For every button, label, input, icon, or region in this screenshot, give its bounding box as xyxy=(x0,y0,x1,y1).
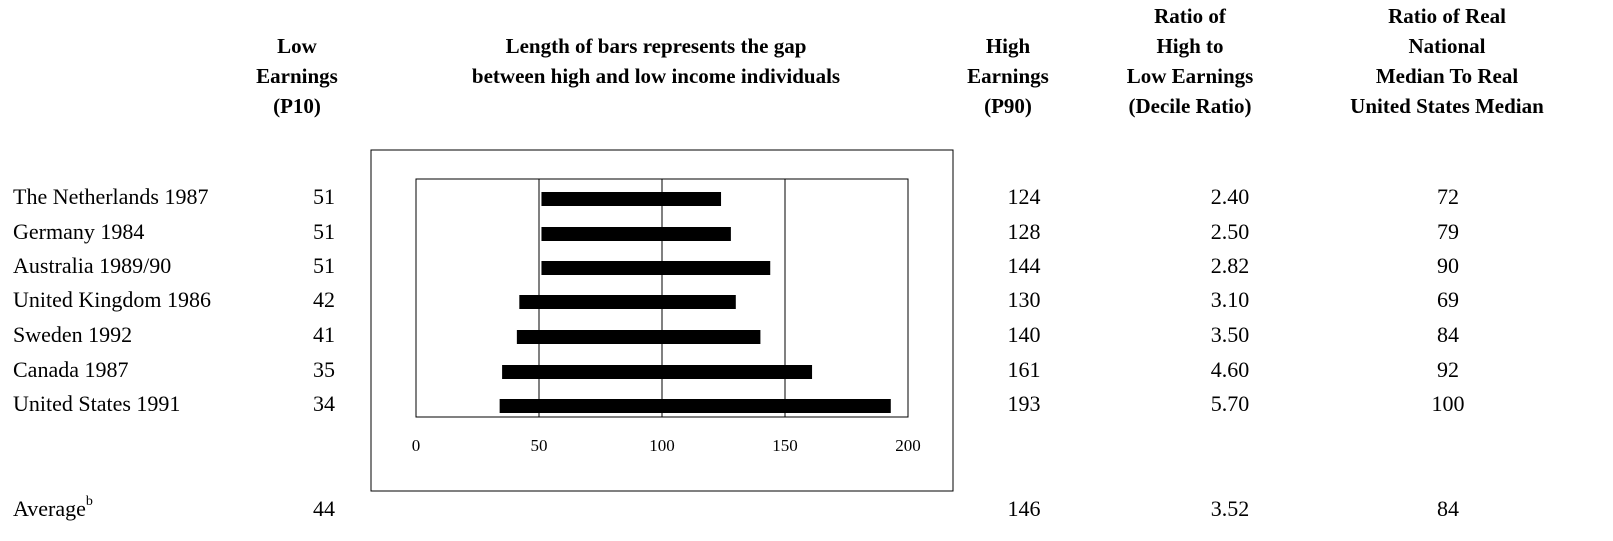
header-line: National xyxy=(1408,34,1485,58)
header-line: Median To Real xyxy=(1376,64,1519,88)
ratio-value: 2.40 xyxy=(1211,184,1250,209)
ratio-value: 2.82 xyxy=(1211,253,1250,278)
low-value: 42 xyxy=(313,287,335,312)
median-value: 84 xyxy=(1437,322,1459,347)
low-value: 41 xyxy=(313,322,335,347)
high-value: 130 xyxy=(1008,287,1041,312)
header-line: Ratio of xyxy=(1154,4,1227,28)
row-label: Sweden 1992 xyxy=(13,322,132,347)
bar xyxy=(519,295,736,309)
bar xyxy=(541,192,722,206)
header-line: Low Earnings xyxy=(1127,64,1254,88)
header-line: Earnings xyxy=(256,64,338,88)
row-label: Canada 1987 xyxy=(13,357,128,382)
row-label: Australia 1989/90 xyxy=(13,253,171,278)
low-value: 51 xyxy=(313,219,335,244)
average-text: Average xyxy=(13,496,86,521)
high-value: 140 xyxy=(1008,322,1041,347)
average-low: 44 xyxy=(313,496,335,521)
header-line: (Decile Ratio) xyxy=(1128,94,1251,118)
high-value: 124 xyxy=(1008,184,1041,209)
bar xyxy=(541,227,731,241)
header-line: (P90) xyxy=(984,94,1032,118)
bar xyxy=(499,399,891,413)
row-label: Germany 1984 xyxy=(13,219,144,244)
header-line: High xyxy=(986,34,1031,58)
row-label: United Kingdom 1986 xyxy=(13,287,211,312)
header-line: Ratio of Real xyxy=(1388,4,1506,28)
low-value: 34 xyxy=(313,391,335,416)
low-value: 51 xyxy=(313,253,335,278)
header-line: High to xyxy=(1156,34,1223,58)
chart-frame xyxy=(370,149,954,492)
average-ratio: 3.52 xyxy=(1211,496,1250,521)
header-line: (P10) xyxy=(273,94,321,118)
ratio-value: 3.10 xyxy=(1211,287,1250,312)
bar xyxy=(502,365,813,379)
x-tick-label: 150 xyxy=(772,436,798,455)
x-tick-label: 50 xyxy=(531,436,548,455)
median-value: 79 xyxy=(1437,219,1459,244)
header-line: between high and low income individuals xyxy=(472,64,840,88)
x-tick-label: 0 xyxy=(412,436,421,455)
average-label: Averageb xyxy=(13,494,93,521)
high-value: 161 xyxy=(1008,357,1041,382)
average-median: 84 xyxy=(1437,496,1459,521)
row-label: The Netherlands 1987 xyxy=(13,184,209,209)
ratio-value: 3.50 xyxy=(1211,322,1250,347)
ratio-value: 2.50 xyxy=(1211,219,1250,244)
high-value: 193 xyxy=(1008,391,1041,416)
high-value: 128 xyxy=(1008,219,1041,244)
bar xyxy=(541,261,771,275)
low-value: 35 xyxy=(313,357,335,382)
ratio-value: 5.70 xyxy=(1211,391,1250,416)
x-tick-label: 100 xyxy=(649,436,675,455)
median-value: 100 xyxy=(1432,391,1465,416)
header-line: Earnings xyxy=(967,64,1049,88)
high-value: 144 xyxy=(1008,253,1041,278)
low-value: 51 xyxy=(313,184,335,209)
median-value: 90 xyxy=(1437,253,1459,278)
header-line: Length of bars represents the gap xyxy=(506,34,807,58)
average-high: 146 xyxy=(1008,496,1041,521)
header-line: Low xyxy=(277,34,318,58)
x-tick-label: 200 xyxy=(895,436,921,455)
bar xyxy=(516,330,761,344)
header-line: United States Median xyxy=(1350,94,1544,118)
median-value: 92 xyxy=(1437,357,1459,382)
median-value: 69 xyxy=(1437,287,1459,312)
ratio-value: 4.60 xyxy=(1211,357,1250,382)
footnote-mark: b xyxy=(86,494,93,509)
row-label: United States 1991 xyxy=(13,391,180,416)
median-value: 72 xyxy=(1437,184,1459,209)
